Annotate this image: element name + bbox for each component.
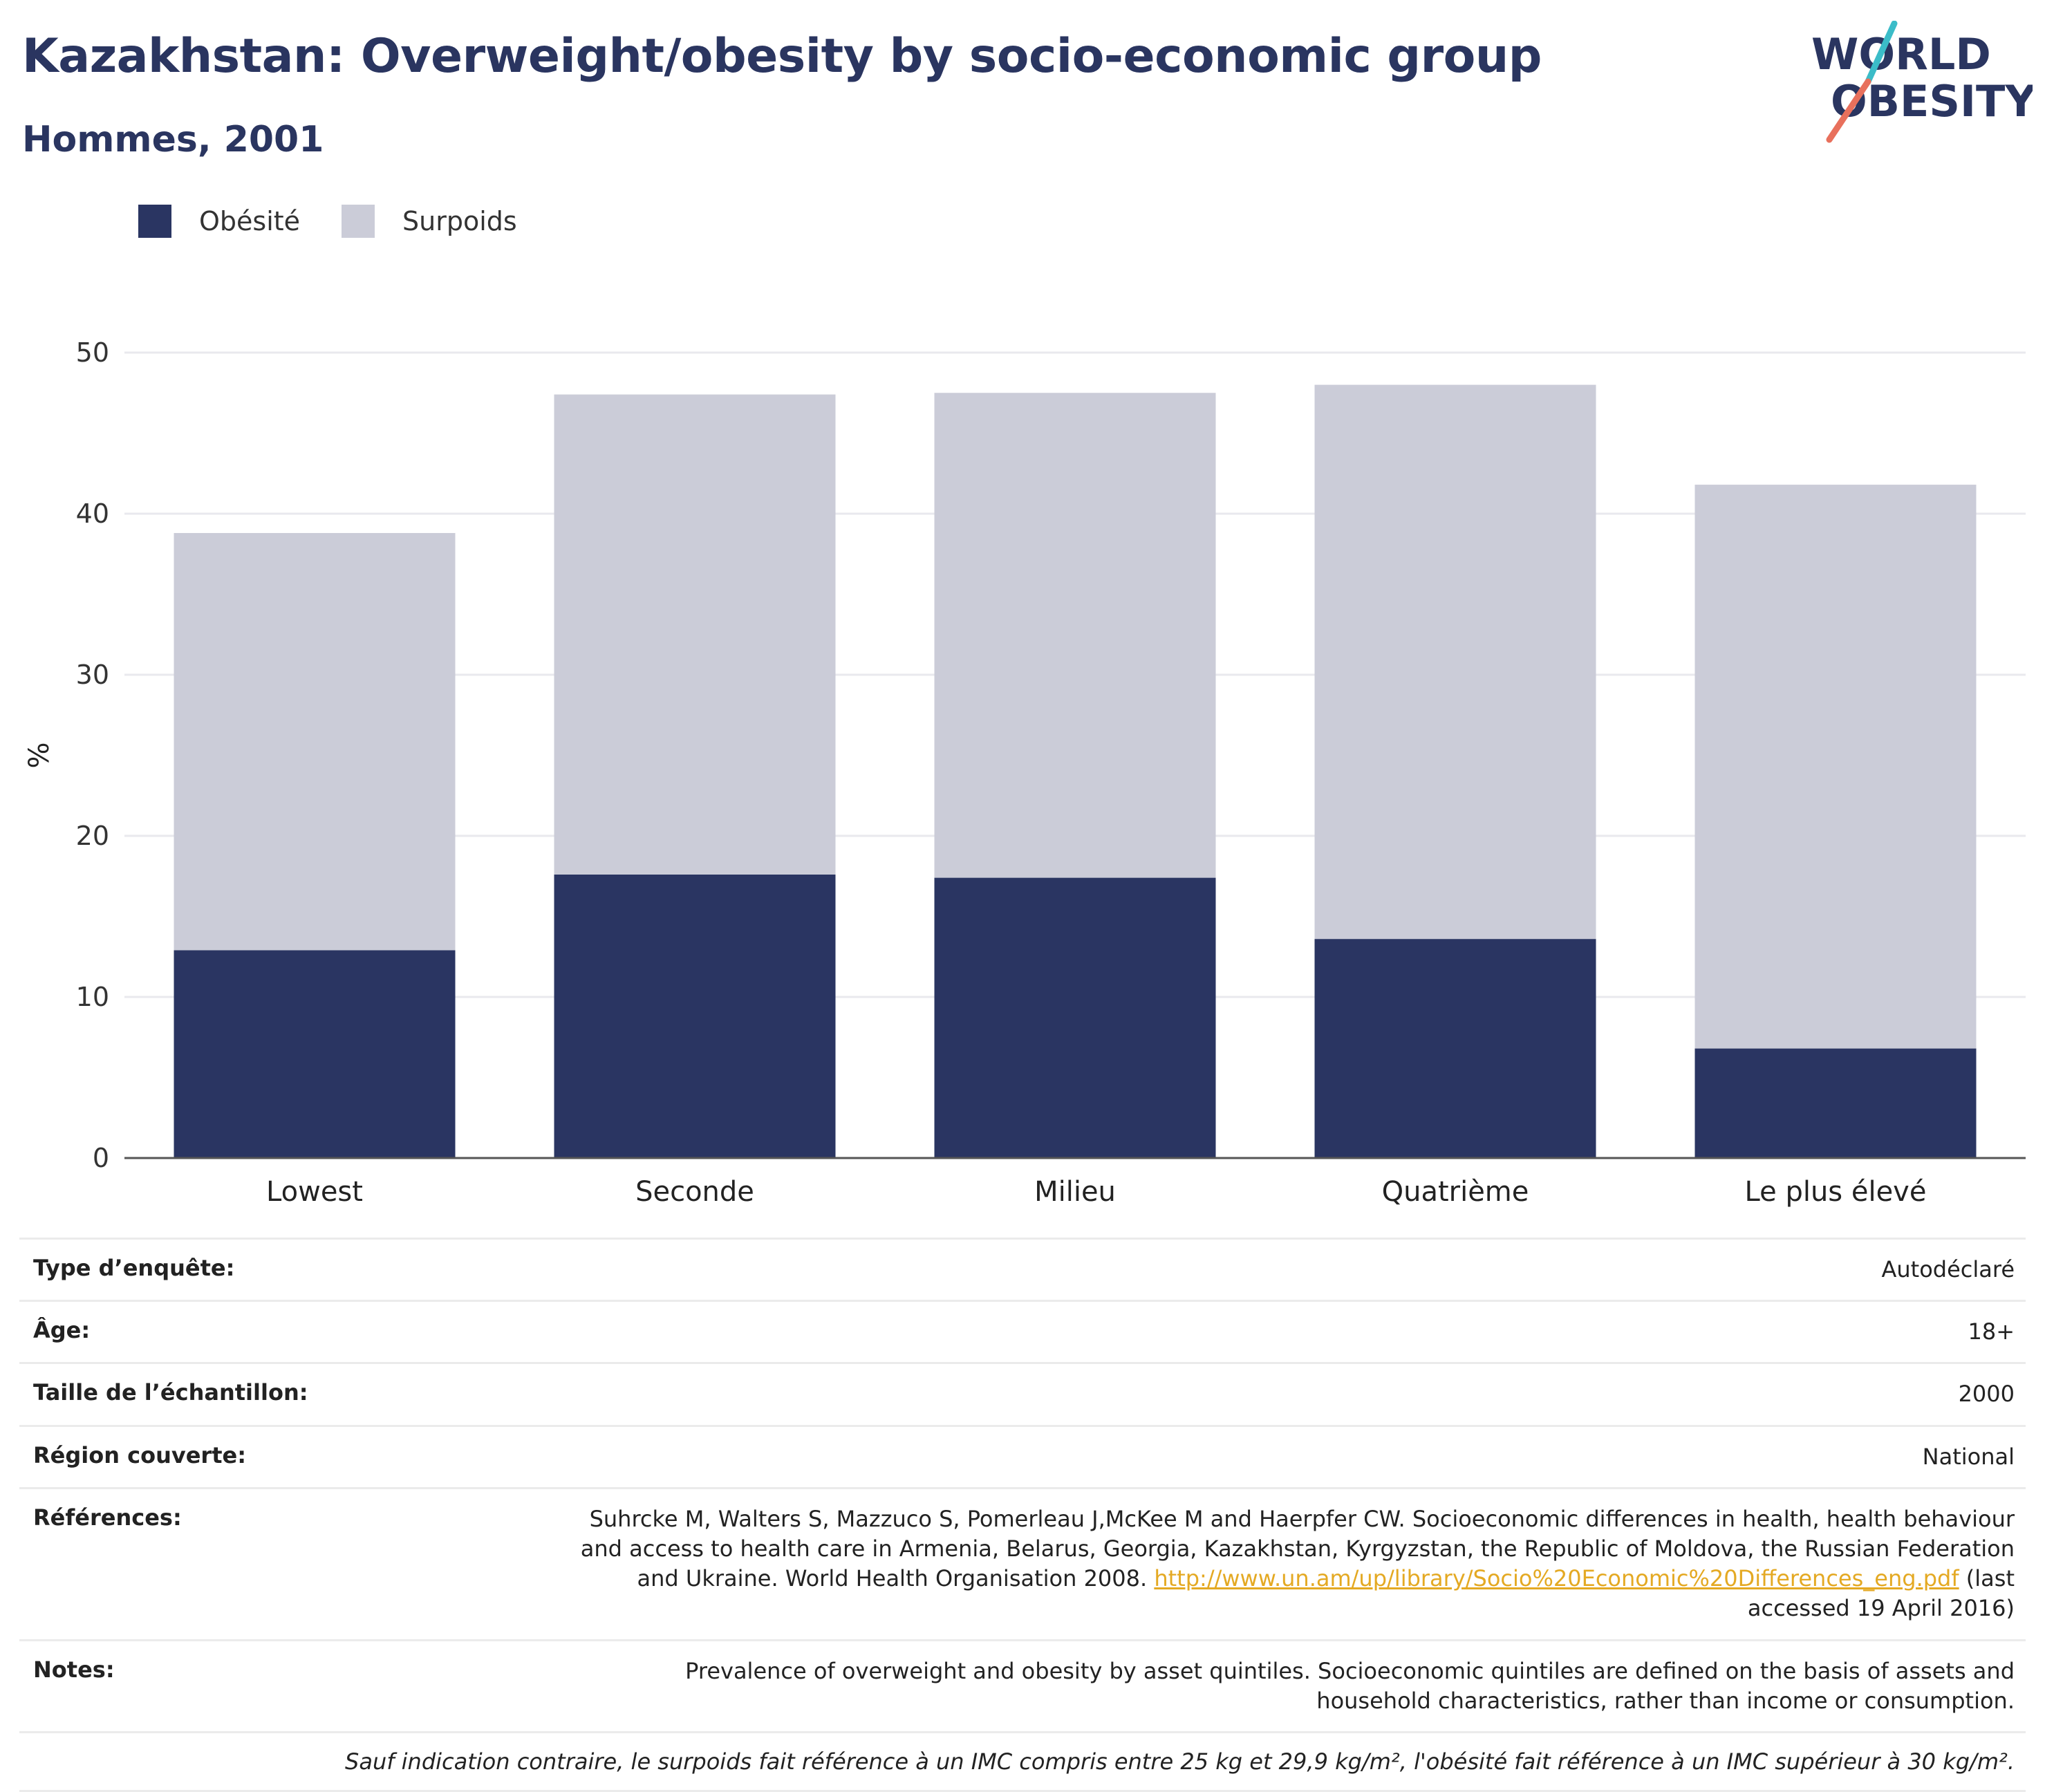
meta-key: Notes: [33, 1656, 115, 1683]
meta-value: 2000 [1958, 1381, 2015, 1408]
bar-overweight [174, 532, 456, 951]
meta-key: Taille de l’échantillon: [33, 1379, 308, 1406]
x-tick-label: Milieu [1034, 1176, 1116, 1208]
bar-obesity [934, 877, 1216, 1158]
y-tick-label: 0 [93, 1143, 109, 1173]
metadata-table: Type d’enquête: Autodéclaré Âge: 18+ Tai… [19, 1238, 2026, 1792]
x-tick-label: Lowest [266, 1176, 363, 1208]
logo-slash-coral [1826, 78, 1871, 143]
bar-obesity [174, 950, 456, 1158]
y-tick-label: 10 [76, 982, 109, 1012]
logo-slash-teal [1865, 21, 1898, 85]
x-tick-label: Le plus élevé [1745, 1176, 1927, 1208]
meta-key: Références: [33, 1504, 182, 1531]
chart-legend: Obésité Surpoids [138, 205, 559, 238]
meta-row-references: Références: Suhrcke M, Walters S, Mazzuc… [19, 1486, 2026, 1639]
bar-chart: 0 10 20 30 40 50% Lowest Seconde Milieu Quatrième… [24, 337, 2026, 1208]
legend-label-obesity: Obésité [199, 206, 301, 236]
bar-overweight [554, 394, 836, 875]
bar-obesity [554, 874, 836, 1158]
x-tick-label: Seconde [635, 1176, 754, 1208]
references-value: Suhrcke M, Walters S, Mazzuco S, Pomerle… [563, 1504, 2015, 1624]
meta-row-sample-size: Taille de l’échantillon: 2000 [19, 1362, 2026, 1424]
meta-value: 18+ [1968, 1318, 2015, 1345]
meta-row-age: Âge: 18+ [19, 1300, 2026, 1362]
y-tick-label: 30 [76, 660, 109, 690]
footnote: Sauf indication contraire, le surpoids f… [345, 1748, 2015, 1775]
y-tick-label: 50 [76, 337, 109, 368]
meta-key: Région couverte: [33, 1441, 246, 1468]
meta-row-region: Région couverte: National [19, 1424, 2026, 1487]
references-tail: (last accessed 19 April 2016) [1747, 1565, 2015, 1622]
y-tick-label: 20 [76, 821, 109, 851]
chart-title: Kazakhstan: Overweight/obesity by socio-… [22, 29, 1542, 84]
notes-value: Prevalence of overweight and obesity by … [685, 1657, 2015, 1714]
bar-overweight [1314, 384, 1596, 940]
y-tick-label: 40 [76, 498, 109, 529]
bar-obesity [1314, 939, 1596, 1158]
world-obesity-logo: WORLD OBESITY [1811, 21, 2033, 143]
meta-value: Autodéclaré [1881, 1256, 2015, 1282]
references-text: Suhrcke M, Walters S, Mazzuco S, Pomerle… [580, 1505, 2015, 1592]
y-axis-label: % [24, 742, 55, 768]
bar-obesity [1694, 1048, 1977, 1158]
logo-line2: OBESITY [1831, 76, 2033, 127]
legend-label-overweight: Surpoids [402, 206, 517, 236]
legend-swatch-obesity [138, 205, 171, 238]
bar-overweight [1694, 485, 1977, 1049]
x-tick-label: Quatrième [1382, 1176, 1529, 1208]
bar-overweight [934, 393, 1216, 878]
chart-subtitle: Hommes, 2001 [22, 119, 324, 160]
footnote-row: Sauf indication contraire, le surpoids f… [19, 1730, 2026, 1792]
meta-key: Âge: [33, 1317, 91, 1344]
logo-line1: WORLD [1811, 29, 1991, 80]
meta-key: Type d’enquête: [33, 1255, 235, 1281]
legend-swatch-overweight [342, 205, 375, 238]
references-link[interactable]: http://www.un.am/up/library/Socio%20Econ… [1154, 1565, 1959, 1592]
meta-value: National [1922, 1443, 2015, 1470]
meta-row-notes: Notes: Prevalence of overweight and obes… [19, 1639, 2026, 1731]
meta-row-survey-type: Type d’enquête: Autodéclaré [19, 1238, 2026, 1300]
